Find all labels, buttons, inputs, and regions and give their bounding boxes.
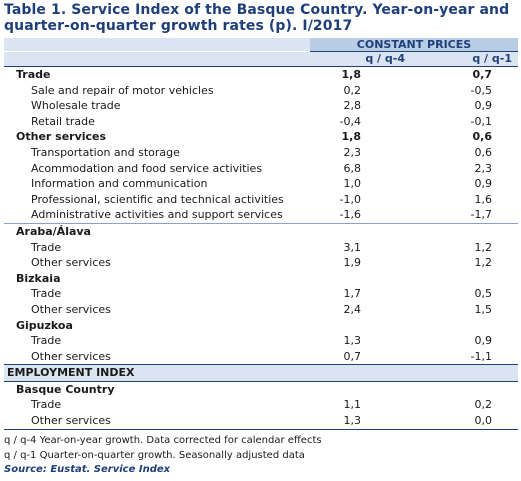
row-label: Bizkaia <box>16 271 61 285</box>
value-qoq: 0,2 <box>474 398 493 412</box>
value-yoy: 1,7 <box>343 287 362 301</box>
footnote-yoy: q / q-4 Year-on-year growth. Data correc… <box>4 435 322 446</box>
value-yoy: -1,6 <box>339 208 361 222</box>
value-qoq: 0,6 <box>474 145 493 159</box>
table-row: Trade 1,1 0,2 <box>4 397 518 413</box>
table-row: Other services 1,9 1,2 <box>4 255 518 271</box>
value-qoq: 0,9 <box>474 334 493 348</box>
table-row: Sale and repair of motor vehicles 0,2 -0,5 <box>4 83 518 99</box>
row-label: Transportation and storage <box>31 145 180 159</box>
value-qoq: -1,1 <box>470 349 492 363</box>
value-qoq: 0,9 <box>474 177 493 191</box>
row-label: Trade <box>31 287 62 301</box>
value-yoy: -0,4 <box>339 114 361 128</box>
value-yoy: -1,0 <box>339 192 361 206</box>
section-row: Basque Country <box>4 382 518 398</box>
row-label: Other services <box>16 130 107 144</box>
value-qoq: -0,5 <box>470 83 492 97</box>
footnote-qoq: q / q-1 Quarter-on-quarter growth. Seaso… <box>4 450 305 461</box>
value-yoy: 1,9 <box>343 256 362 270</box>
employment-index-row: EMPLOYMENT INDEX <box>4 364 518 382</box>
table-row: Trade 3,1 1,2 <box>4 240 518 256</box>
table-row: Information and communication 1,0 0,9 <box>4 176 518 192</box>
value-yoy: 1,3 <box>343 334 362 348</box>
table-row: Trade 1,3 0,9 <box>4 333 518 349</box>
column-header-qoq: q / q-1 <box>472 52 512 65</box>
section-row: Other services 1,8 0,6 <box>4 129 518 145</box>
row-label: Sale and repair of motor vehicles <box>31 83 214 97</box>
value-qoq: -0,1 <box>470 114 492 128</box>
table-title: Table 1. Service Index of the Basque Cou… <box>4 2 510 34</box>
value-yoy: 1,8 <box>341 130 362 144</box>
value-yoy: 1,8 <box>341 68 362 81</box>
row-label: Wholesale trade <box>31 99 121 113</box>
table-row: Retail trade -0,4 -0,1 <box>4 114 518 130</box>
value-yoy: 1,0 <box>343 177 362 191</box>
table-row: Other services 1,3 0,0 <box>4 413 518 429</box>
value-yoy: 1,1 <box>343 398 362 412</box>
row-label: Other services <box>31 414 111 428</box>
table-row: Acommodation and food service activities… <box>4 161 518 177</box>
row-label: Acommodation and food service activities <box>31 161 263 175</box>
row-label: Basque Country <box>16 382 115 396</box>
value-yoy: 3,1 <box>343 240 362 254</box>
table-row: Trade 1,7 0,5 <box>4 286 518 302</box>
row-label: Other services <box>31 349 111 363</box>
row-label: Trade <box>16 68 51 81</box>
value-qoq: 0,0 <box>474 414 493 428</box>
value-qoq: 1,6 <box>474 192 493 206</box>
table-row: Wholesale trade 2,8 0,9 <box>4 98 518 114</box>
constant-prices-header: CONSTANT PRICES <box>310 38 518 52</box>
row-label: Trade <box>31 240 62 254</box>
section-row: Trade 1,8 0,7 <box>4 67 518 83</box>
table-row: Other services 0,7 -1,1 <box>4 349 518 365</box>
value-yoy: 0,2 <box>343 83 362 97</box>
row-label: Gipuzkoa <box>16 318 73 332</box>
value-yoy: 6,8 <box>343 161 362 175</box>
section-row: Gipuzkoa <box>4 318 518 334</box>
row-label: Other services <box>31 256 111 270</box>
column-header-yoy: q / q-4 <box>365 52 405 65</box>
table-row: Other services 2,4 1,5 <box>4 302 518 318</box>
row-label: Information and communication <box>31 177 208 191</box>
table-row: Transportation and storage 2,3 0,6 <box>4 145 518 161</box>
value-qoq: 1,2 <box>474 256 493 270</box>
value-yoy: 1,3 <box>343 414 362 428</box>
value-qoq: 0,6 <box>472 130 493 144</box>
table-row: Professional, scientific and technical a… <box>4 192 518 208</box>
section-row: Araba/Álava <box>4 222 518 240</box>
row-label: EMPLOYMENT INDEX <box>7 366 135 380</box>
value-qoq: 1,2 <box>474 240 493 254</box>
value-yoy: 2,4 <box>343 302 362 316</box>
value-qoq: 0,5 <box>474 287 493 301</box>
value-yoy: 2,3 <box>343 145 362 159</box>
value-qoq: 0,7 <box>472 68 493 81</box>
value-qoq: 1,5 <box>474 302 493 316</box>
data-table: Trade 1,8 0,7 Sale and repair of motor vehi… <box>4 66 518 430</box>
section-row: Bizkaia <box>4 271 518 287</box>
value-qoq: -1,7 <box>470 208 492 222</box>
value-yoy: 2,8 <box>343 99 362 113</box>
row-label: Other services <box>31 302 111 316</box>
row-label: Trade <box>31 334 62 348</box>
row-label: Administrative activities and support se… <box>31 208 283 222</box>
column-header-band <box>4 52 518 66</box>
table-row: Administrative activities and support se… <box>4 207 518 223</box>
value-qoq: 2,3 <box>474 161 493 175</box>
value-qoq: 0,9 <box>474 99 493 113</box>
row-label: Professional, scientific and technical a… <box>31 192 284 206</box>
value-yoy: 0,7 <box>343 349 362 363</box>
row-label: Araba/Álava <box>16 224 91 238</box>
source-note: Source: Eustat. Service Index <box>4 464 171 475</box>
row-label: Retail trade <box>31 114 95 128</box>
row-label: Trade <box>31 398 62 412</box>
